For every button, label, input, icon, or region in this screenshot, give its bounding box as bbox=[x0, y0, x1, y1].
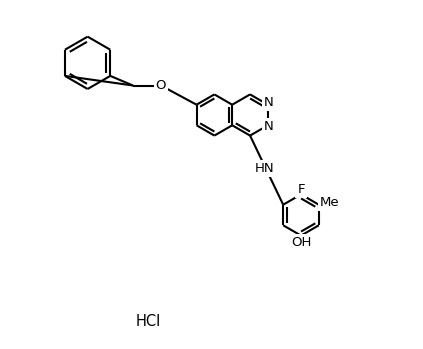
Text: O: O bbox=[156, 79, 166, 92]
Text: HCl: HCl bbox=[136, 314, 161, 328]
Text: OH: OH bbox=[291, 236, 311, 249]
Text: Me: Me bbox=[319, 196, 339, 209]
Text: N: N bbox=[264, 96, 274, 110]
Text: F: F bbox=[297, 183, 305, 196]
Text: N: N bbox=[264, 120, 274, 133]
Text: HN: HN bbox=[255, 162, 275, 175]
